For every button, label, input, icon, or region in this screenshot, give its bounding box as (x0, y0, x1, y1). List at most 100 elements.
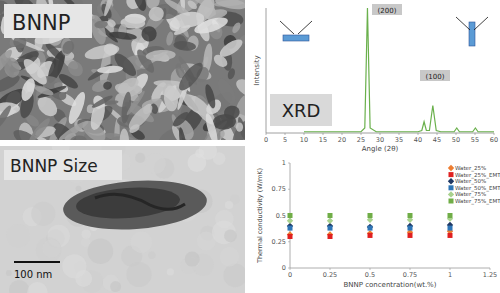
x-tick-label: 0 (264, 136, 268, 144)
tem-noise (27, 282, 47, 293)
x-tick-label: 10 (300, 136, 308, 144)
x-tick-label: 20 (338, 136, 346, 144)
sem-flake (217, 36, 245, 60)
sem-flake (163, 85, 179, 112)
sem-flake (223, 104, 241, 120)
x-tick-label: 25 (357, 136, 365, 144)
x-tick-label: 0 (288, 271, 292, 279)
x-tick (490, 268, 491, 270)
data-point (287, 218, 293, 224)
y-tick-label: 0.25 (272, 238, 286, 246)
x-tick (410, 268, 411, 270)
tem-noise (225, 201, 233, 209)
xrd-chart: 051015202530354045505560Angle (2θ)Intens… (253, 4, 498, 153)
sem-flake (215, 76, 239, 106)
plate (469, 22, 475, 46)
data-point (448, 226, 453, 231)
x-tick-label: 45 (433, 136, 441, 144)
data-point (448, 233, 453, 238)
tem-noise (9, 280, 29, 293)
tem-label-box (4, 150, 122, 180)
sem-flake (2, 56, 22, 79)
sem-flake (175, 59, 206, 94)
data-point (288, 226, 293, 231)
tem-noise (126, 262, 151, 287)
tem-noise (76, 186, 82, 192)
tem-noise (6, 224, 30, 248)
sem-flake (90, 77, 112, 94)
y-tick-label: 0 (282, 264, 286, 272)
annotation-box (372, 4, 402, 15)
tem-image (0, 146, 245, 293)
sem-flake (19, 77, 38, 103)
sem-flake (27, 116, 53, 140)
x-tick-label: 1 (448, 271, 452, 279)
x-tick-label: 5 (283, 136, 287, 144)
tem-particle-core (75, 184, 181, 221)
sem-flake (177, 127, 189, 140)
sem-flake (119, 128, 129, 140)
tem-noise (31, 202, 55, 226)
sem-flake (193, 14, 230, 37)
sem-flake (145, 49, 176, 62)
x-tick-label: 55 (471, 136, 479, 144)
tem-noise (224, 229, 237, 242)
sem-flake (34, 84, 55, 97)
x-tick (266, 133, 267, 135)
tem-noise (185, 252, 200, 267)
data-point (288, 234, 293, 239)
tem-stripe (95, 194, 185, 209)
sem-flake (203, 112, 220, 140)
sem-flake (236, 122, 243, 131)
tem-noise (42, 239, 60, 257)
legend-marker (449, 185, 454, 190)
tem-background (0, 146, 245, 293)
data-point (368, 233, 373, 238)
y-tick-label: 0.5 (276, 212, 286, 220)
x-tick-label: 30 (376, 136, 384, 144)
arrow (280, 21, 294, 34)
sem-flake (94, 20, 108, 29)
x-tick (456, 133, 457, 135)
plate (283, 35, 309, 41)
annotation: XRD (282, 100, 321, 121)
tem-noise (148, 251, 156, 259)
sem-flake (173, 40, 197, 52)
tem-label: BNNP Size (10, 156, 98, 176)
tem-noise (195, 149, 204, 158)
sem-flake (214, 0, 245, 11)
data-point (448, 213, 453, 218)
x-tick (323, 133, 324, 135)
sem-flake (146, 4, 166, 23)
x-tick (418, 133, 419, 135)
legend-label: Water_75%_EMT (455, 198, 500, 205)
x-tick (304, 133, 305, 135)
data-point (408, 226, 413, 231)
x-tick-label: 40 (414, 136, 422, 144)
x-axis (290, 268, 490, 269)
sem-flake (102, 81, 112, 91)
sem-flake (102, 0, 116, 17)
tem-noise (167, 268, 174, 275)
x-tick (361, 133, 362, 135)
arrow (298, 21, 312, 34)
annotation-box (270, 94, 332, 126)
y-axis-label: Thermal conductivity (W/mK) (256, 168, 264, 264)
sem-flake (109, 31, 138, 42)
tem-noise (81, 229, 91, 239)
xrd-plot (304, 8, 494, 132)
data-point (408, 213, 413, 218)
sem-flake (233, 76, 245, 101)
tem-noise (88, 239, 114, 265)
x-tick (450, 268, 451, 270)
x-axis-label: BNNP concentration(wt.%) (343, 281, 436, 289)
x-tick-label: 0.25 (323, 271, 337, 279)
sem-flake (73, 51, 84, 61)
sem-flake (186, 0, 198, 11)
x-tick-label: 15 (319, 136, 327, 144)
sem-flake (70, 135, 88, 140)
sem-flake (91, 94, 114, 110)
sem-flake (20, 55, 51, 87)
y-tick (288, 241, 290, 242)
scatter-plot (287, 213, 453, 239)
